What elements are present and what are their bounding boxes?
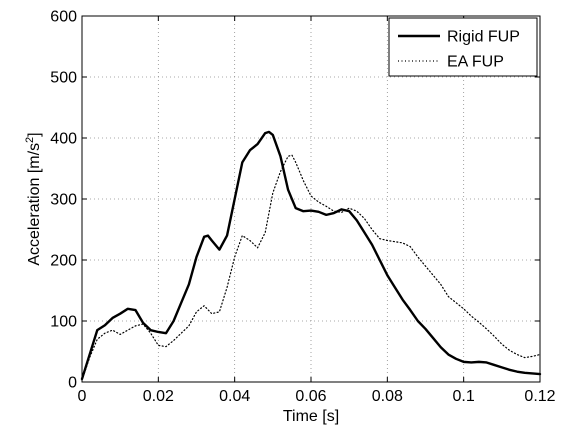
x-tick-labels: 0 0.02 0.04 0.06 0.08 0.1 0.12 [78, 388, 556, 405]
y-tick-labels: 0 100 200 300 400 500 600 [50, 9, 77, 392]
x-tick-label: 0.12 [524, 388, 555, 405]
x-tick-label: 0.04 [219, 388, 250, 405]
x-tick-label: 0.06 [295, 388, 326, 405]
y-tick-label: 300 [50, 192, 77, 209]
y-axis-label-close: ] [26, 132, 43, 136]
legend-label-rigid-fup: Rigid FUP [447, 29, 520, 46]
y-tick-label: 400 [50, 131, 77, 148]
x-tick-label: 0.1 [453, 388, 475, 405]
x-tick-label: 0 [78, 388, 87, 405]
y-tick-label: 500 [50, 70, 77, 87]
y-tick-label: 0 [68, 375, 77, 392]
y-tick-label: 200 [50, 253, 77, 270]
x-tick-label: 0.08 [372, 388, 403, 405]
x-tick-label: 0.02 [143, 388, 174, 405]
y-tick-label: 600 [50, 9, 77, 26]
y-axis-label-main: Acceleration [m/s [26, 143, 43, 266]
y-axis-label: Acceleration [m/s2] [24, 132, 43, 265]
legend-label-ea-fup: EA FUP [447, 54, 504, 71]
x-axis-label: Time [s] [283, 408, 339, 425]
y-tick-label: 100 [50, 314, 77, 331]
legend: Rigid FUP EA FUP [389, 18, 537, 76]
